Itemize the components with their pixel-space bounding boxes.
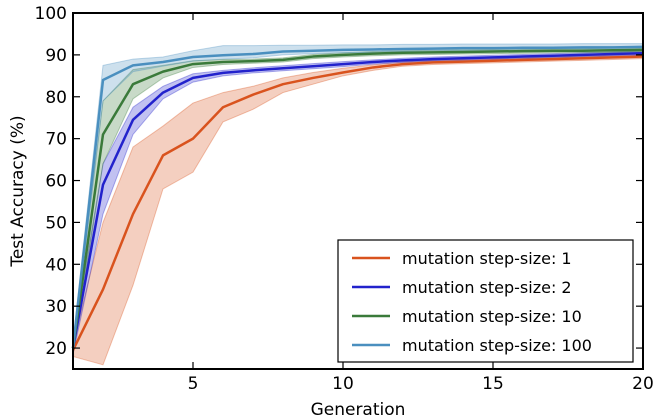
legend: mutation step-size: 1 mutation step-size:… [337,239,634,363]
y-tick-label: 80 [45,88,67,108]
series-lines [71,45,644,351]
y-axis-label: Test Accuracy (%) [8,115,28,267]
y-tick-label: 40 [45,255,67,275]
legend-entry-1: mutation step-size: 1 [402,249,572,268]
y-tick-label: 70 [45,130,67,150]
y-axis-ticks: 20 30 40 50 60 70 80 90 100 [35,4,643,359]
legend-entry-2: mutation step-size: 2 [402,278,572,297]
plot-frame [72,12,644,370]
y-tick-label: 90 [45,46,67,66]
x-tick-label: 20 [632,374,654,394]
line-series-1 [71,55,644,351]
line-series-3 [71,48,644,349]
x-axis-ticks: 5 10 15 20 [188,13,654,394]
y-tick-label: 20 [45,339,67,359]
x-tick-label: 10 [332,374,354,394]
y-tick-label: 60 [45,172,67,192]
legend-entry-4: mutation step-size: 100 [402,336,592,355]
legend-box [337,239,634,363]
legend-entry-3: mutation step-size: 10 [402,307,582,326]
x-tick-label: 15 [482,374,504,394]
x-axis-label: Generation [311,400,406,419]
line-series-2 [71,51,644,349]
x-tick-label: 5 [188,374,199,394]
y-tick-label: 30 [45,297,67,317]
line-series-4 [71,45,644,349]
y-tick-label: 100 [35,4,67,24]
y-tick-label: 50 [45,213,67,233]
